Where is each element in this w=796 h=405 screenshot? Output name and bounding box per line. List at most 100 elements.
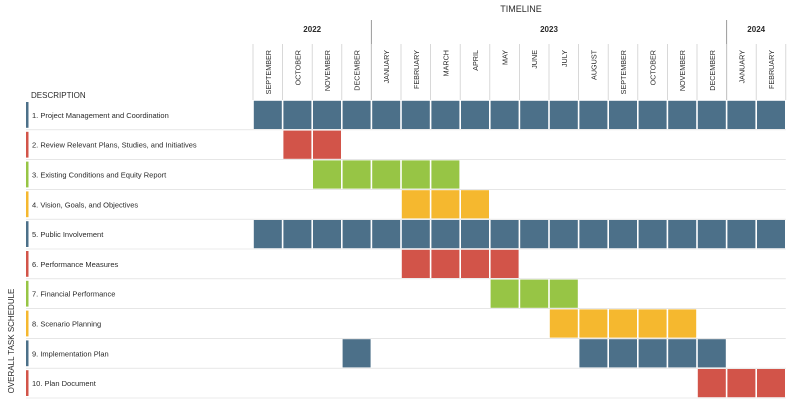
- month-label: MAY: [501, 50, 510, 65]
- task-bar-cell: [461, 100, 489, 129]
- month-label: SEPTEMBER: [264, 50, 273, 94]
- task-bar-cell: [431, 249, 460, 278]
- task-bar-cell: [401, 220, 430, 249]
- month-label: APRIL: [471, 50, 480, 71]
- task-bar-cell: [313, 130, 341, 159]
- task-label: 9. Implementation Plan: [32, 349, 109, 358]
- task-bar-cell: [490, 100, 519, 129]
- task-bar-cell: [549, 220, 578, 249]
- year-label: 2022: [303, 25, 321, 34]
- task-color-marker: [26, 102, 29, 128]
- task-bar-cell: [668, 100, 697, 129]
- task-label: 2. Review Relevant Plans, Studies, and I…: [32, 141, 197, 150]
- task-bar-cell: [757, 100, 785, 129]
- task-label: 10. Plan Document: [32, 379, 97, 388]
- task-bar-cell: [401, 160, 430, 189]
- task-bar-cell: [727, 220, 756, 249]
- task-bar-cell: [697, 100, 726, 129]
- task-bar-cell: [579, 220, 608, 249]
- task-color-marker: [26, 310, 29, 337]
- task-bar-cell: [490, 249, 519, 278]
- task-bar-cell: [520, 100, 549, 129]
- task-bar-cell: [697, 220, 726, 249]
- task-bar-cell: [313, 220, 341, 249]
- overall-task-schedule-label: OVERALL TASK SCHEDULE: [7, 289, 16, 394]
- task-bar-cell: [431, 220, 460, 249]
- task-bar-cell: [490, 220, 519, 249]
- year-label: 2024: [747, 25, 765, 34]
- month-label: OCTOBER: [649, 50, 658, 85]
- task-color-marker: [26, 191, 29, 218]
- task-bar-cell: [283, 100, 312, 129]
- task-bar-cell: [697, 369, 726, 398]
- timeline-title: TIMELINE: [500, 4, 542, 14]
- task-bar-cell: [609, 309, 637, 338]
- task-label: 3. Existing Conditions and Equity Report: [32, 171, 167, 180]
- month-label: SEPTEMBER: [619, 50, 628, 94]
- task-bar-cell: [461, 249, 489, 278]
- task-bar-cell: [579, 339, 608, 368]
- task-color-marker: [26, 280, 29, 307]
- task-bar-cell: [342, 339, 371, 368]
- task-bar-cell: [490, 279, 519, 308]
- task-bar-cell: [549, 279, 578, 308]
- task-bar-cell: [609, 100, 637, 129]
- task-bar-cell: [461, 220, 489, 249]
- task-bar-cell: [342, 100, 371, 129]
- task-bar-cell: [431, 100, 460, 129]
- year-label: 2023: [540, 25, 558, 34]
- task-bar-cell: [401, 100, 430, 129]
- month-label: AUGUST: [589, 49, 598, 80]
- task-bar-cell: [697, 339, 726, 368]
- month-label: JUNE: [530, 50, 539, 69]
- month-label: JANUARY: [382, 50, 391, 84]
- task-bar-cell: [638, 309, 667, 338]
- task-bar-cell: [520, 279, 549, 308]
- month-label: NOVEMBER: [323, 50, 332, 91]
- task-bar-cell: [727, 369, 756, 398]
- task-label: 7. Financial Performance: [32, 290, 115, 299]
- description-header: DESCRIPTION: [31, 91, 86, 100]
- task-bar-cell: [727, 100, 756, 129]
- task-bar-cell: [638, 339, 667, 368]
- month-label: JULY: [560, 50, 569, 67]
- task-bar-cell: [579, 100, 608, 129]
- task-bar-cell: [549, 100, 578, 129]
- task-bar-cell: [609, 339, 637, 368]
- task-bar-cell: [668, 339, 697, 368]
- task-bar-cell: [313, 160, 341, 189]
- month-label: FEBRUARY: [412, 50, 421, 89]
- task-color-marker: [26, 221, 29, 247]
- task-bar-cell: [372, 160, 401, 189]
- task-label: 4. Vision, Goals, and Objectives: [32, 200, 138, 209]
- task-bar-cell: [313, 100, 341, 129]
- month-label: FEBRUARY: [767, 50, 776, 89]
- month-label: JANUARY: [737, 50, 746, 84]
- task-label: 6. Performance Measures: [32, 260, 119, 269]
- task-bar-cell: [431, 190, 460, 219]
- task-bar-cell: [283, 130, 312, 159]
- month-label: MARCH: [441, 50, 450, 76]
- task-bar-cell: [757, 220, 785, 249]
- task-bar-cell: [253, 220, 282, 249]
- task-bar-cell: [549, 309, 578, 338]
- task-label: 1. Project Management and Coordination: [32, 111, 169, 120]
- task-color-marker: [26, 131, 29, 158]
- month-label: NOVEMBER: [678, 50, 687, 91]
- task-label: 8. Scenario Planning: [32, 320, 101, 329]
- month-label: OCTOBER: [293, 50, 302, 85]
- task-bar-cell: [253, 100, 282, 129]
- task-bar-cell: [638, 220, 667, 249]
- task-color-marker: [26, 161, 29, 188]
- task-label: 5. Public Involvement: [32, 230, 104, 239]
- task-bar-cell: [372, 220, 401, 249]
- month-label: DECEMBER: [708, 50, 717, 91]
- task-bar-cell: [401, 249, 430, 278]
- task-bar-cell: [668, 309, 697, 338]
- task-bar-cell: [342, 220, 371, 249]
- task-bar-cell: [461, 190, 489, 219]
- task-color-marker: [26, 340, 29, 367]
- task-bar-cell: [668, 220, 697, 249]
- task-bar-cell: [757, 369, 785, 398]
